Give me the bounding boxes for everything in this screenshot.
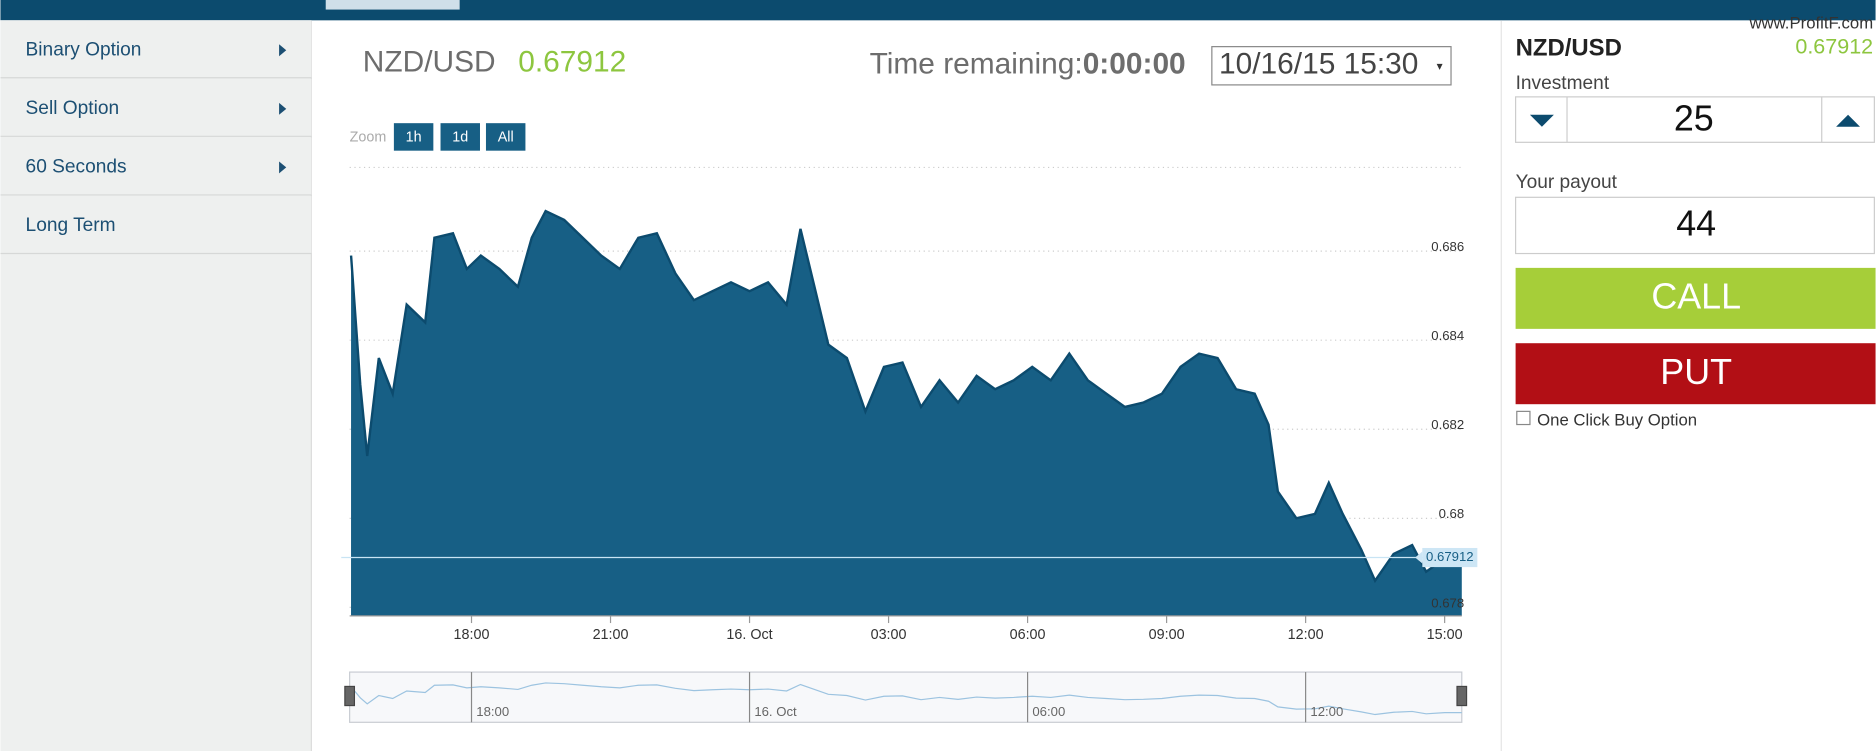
menu-item[interactable]	[0, 137, 312, 195]
x-tick-label: 06:00	[1010, 627, 1046, 643]
investment-label: Investment	[1516, 73, 1610, 94]
payout: 44	[1676, 203, 1716, 243]
y-tick-label: 0.684	[1431, 328, 1464, 343]
menu-label: Long Term	[26, 215, 116, 236]
menu-arrow	[279, 161, 287, 174]
menu-label: Sell Option	[26, 98, 120, 119]
navigator-tick-label: 16. Oct	[754, 704, 797, 719]
menu-item[interactable]	[0, 196, 312, 254]
menu-arrow	[279, 44, 287, 57]
x-tick-label: 12:00	[1288, 627, 1324, 643]
zoom-button-label: 1d	[452, 129, 468, 145]
navigator-tick-label: 12:00	[1310, 704, 1343, 719]
y-tick-label: 0.68	[1439, 506, 1465, 521]
put-button[interactable]	[1515, 343, 1876, 405]
x-tick-label: 21:00	[593, 627, 629, 643]
navigator-tick-label: 18:00	[476, 704, 509, 719]
zoom-button[interactable]	[485, 123, 526, 151]
navigator-tick-label: 06:00	[1032, 704, 1065, 719]
menu-item[interactable]	[0, 78, 312, 137]
navigator-handle[interactable]	[344, 685, 356, 707]
pair: NZD/USD	[363, 45, 496, 78]
zoom-button-label: 1h	[406, 129, 422, 145]
chart: 18:00 16. Oct 06:00 12:00 0.678 0.68 0.682 0.68…	[341, 166, 1478, 723]
menu-label: 60 Seconds	[26, 156, 127, 177]
watermark: www.ProfitF.com	[1748, 13, 1873, 32]
expiry-select[interactable]	[1211, 46, 1452, 86]
menu-label: Binary Option	[26, 39, 142, 60]
menu-item[interactable]	[0, 20, 312, 78]
investment: 25	[1674, 98, 1714, 138]
call-button[interactable]	[1515, 267, 1876, 329]
decrease-button[interactable]	[1529, 114, 1554, 127]
panel-price: 0.67912	[1795, 35, 1873, 59]
menu-arrow	[279, 102, 287, 115]
x-tick-label: 18:00	[454, 627, 490, 643]
navigator-handle[interactable]	[1456, 685, 1468, 707]
select-arrow: ▾	[1437, 59, 1443, 73]
zoom-button[interactable]	[440, 123, 480, 151]
x-tick-label: 15:00	[1427, 627, 1463, 643]
zoom-button[interactable]	[393, 123, 434, 151]
top-bar	[0, 0, 1876, 21]
time-remaining: 0:00:00	[1083, 48, 1186, 81]
y-tick-label: 0.682	[1431, 417, 1464, 432]
x-tick-label: 03:00	[871, 627, 907, 643]
time-remaining-label: Time remaining:	[870, 48, 1083, 81]
zoom-buttons: 1h 1d All	[393, 123, 526, 151]
x-tick-label: 09:00	[1149, 627, 1185, 643]
y-tick-label: 0.686	[1431, 239, 1464, 254]
zoom-label: Zoom	[350, 129, 387, 145]
menu: Binary Option Sell Option 60 Seconds Long T…	[0, 20, 312, 255]
call-label: CALL	[1651, 276, 1741, 316]
one-click-label: One Click Buy Option	[1537, 410, 1697, 429]
price-tag	[1422, 547, 1478, 568]
top-tab	[325, 0, 460, 10]
price: 0.67912	[518, 45, 626, 78]
put-label: PUT	[1660, 352, 1732, 392]
expiry: 10/16/15 15:30	[1219, 48, 1418, 81]
price-tag-pointer	[1415, 551, 1423, 564]
x-tick-label: 16. Oct	[726, 627, 772, 643]
navigator	[349, 671, 1463, 723]
payout-label: Your payout	[1516, 172, 1618, 193]
investment-box	[1515, 96, 1875, 143]
increase-button[interactable]	[1836, 114, 1861, 127]
zoom-button-label: All	[498, 129, 514, 145]
payout-box	[1515, 196, 1875, 255]
y-tick-label: 0.678	[1431, 595, 1464, 610]
checkbox[interactable]	[1516, 410, 1531, 426]
panel-pair: NZD/USD	[1516, 34, 1622, 61]
navigator-line	[350, 682, 1462, 716]
area-line	[349, 209, 1462, 584]
area-fill	[351, 211, 1462, 616]
price-tag-label: 0.67912	[1426, 549, 1474, 564]
